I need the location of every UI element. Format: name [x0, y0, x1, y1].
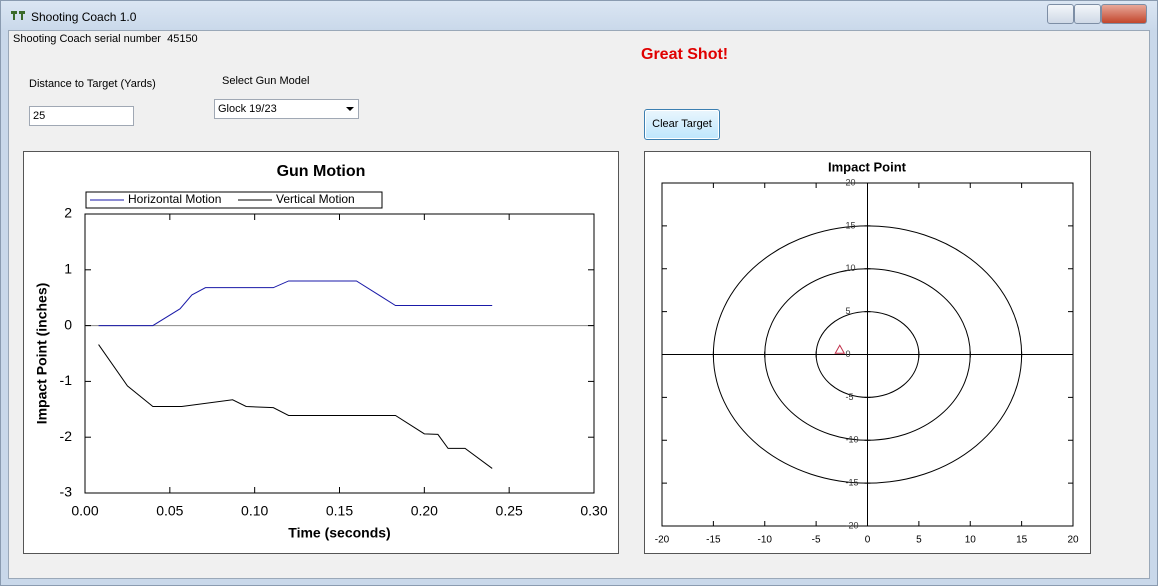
x-tick-label: 0.00: [71, 503, 98, 519]
gun-select[interactable]: Glock 19/23: [214, 99, 359, 119]
gun-motion-panel: Gun Motion 0.00 0.05 0.10 0.15 0.20 0.25 0.30 -3…: [23, 151, 619, 554]
maximize-button[interactable]: [1074, 4, 1101, 24]
distance-input[interactable]: 25: [29, 106, 134, 126]
x-axis-title: Time (seconds): [288, 525, 390, 541]
y-tick-label: 2: [64, 205, 72, 221]
impact-point-chart: Impact Point -20 -15 -10 -5 0 5 10 15 20 -20 -15 -10…: [655, 159, 1079, 546]
y-tick-label: -20: [846, 520, 859, 530]
y-tick-label: -5: [846, 392, 854, 402]
y-tick-label: -15: [846, 478, 859, 488]
x-tick-label: -15: [706, 535, 721, 546]
title-bar: Shooting Coach 1.0: [1, 1, 1157, 31]
x-tick-label: 10: [965, 535, 977, 546]
x-tick-label: 15: [1016, 535, 1028, 546]
distance-label: Distance to Target (Yards): [29, 78, 156, 90]
x-tick-label: 0.05: [156, 503, 183, 519]
gun-motion-chart: Gun Motion 0.00 0.05 0.10 0.15 0.20 0.25 0.30 -3…: [34, 163, 608, 541]
y-tick-label: 0: [846, 349, 851, 359]
y-tick-label: 20: [846, 177, 856, 187]
y-tick-label: 5: [846, 306, 851, 316]
y-tick-label: 15: [846, 220, 856, 230]
y-tick-label: 0: [64, 316, 72, 332]
y-tick-label: -2: [60, 428, 73, 444]
dropdown-arrow: [346, 107, 354, 111]
x-tick-label: -20: [655, 535, 670, 546]
client-area: Shooting Coach serial number 45150 Great…: [8, 30, 1150, 579]
y-tick-label: -1: [60, 372, 73, 388]
legend-label: Vertical Motion: [276, 192, 355, 206]
y-tick-label: -10: [846, 435, 859, 445]
y-axis-title: Impact Point (inches): [34, 283, 50, 425]
chart-title: Gun Motion: [277, 163, 366, 180]
gun-label: Select Gun Model: [222, 75, 310, 87]
gun-value: Glock 19/23: [218, 103, 277, 115]
series-line: [98, 280, 493, 327]
legend-box: [85, 191, 383, 209]
minimize-button[interactable]: [1047, 4, 1074, 24]
x-tick-label: -5: [812, 535, 821, 546]
y-tick-label: -3: [60, 484, 73, 500]
serial-label: Shooting Coach serial number 45150: [13, 33, 198, 45]
x-tick-label: 5: [916, 535, 922, 546]
close-button[interactable]: [1101, 4, 1147, 24]
impact-marker: [834, 344, 846, 354]
x-tick-label: 0: [865, 535, 871, 546]
clear-target-button[interactable]: Clear Target: [644, 109, 720, 140]
plot-frame: [84, 213, 595, 494]
impact-point-panel: Impact Point -20 -15 -10 -5 0 5 10 15 20 -20 -15 -10…: [644, 151, 1091, 554]
chart-title: Impact Point: [828, 159, 907, 174]
window-title: Shooting Coach 1.0: [31, 10, 137, 24]
x-tick-label: 0.30: [580, 503, 607, 519]
y-tick-label: 1: [64, 261, 72, 277]
x-tick-label: 0.25: [496, 503, 523, 519]
x-tick-label: 0.10: [241, 503, 268, 519]
x-tick-label: 20: [1067, 535, 1079, 546]
app-icon: [11, 11, 25, 20]
legend-label: Horizontal Motion: [128, 192, 221, 206]
status-message: Great Shot!: [641, 46, 729, 63]
x-tick-label: 0.20: [411, 503, 438, 519]
x-tick-label: -10: [758, 535, 773, 546]
y-tick-label: 10: [846, 263, 856, 273]
x-tick-label: 0.15: [326, 503, 353, 519]
series-line: [98, 344, 493, 469]
